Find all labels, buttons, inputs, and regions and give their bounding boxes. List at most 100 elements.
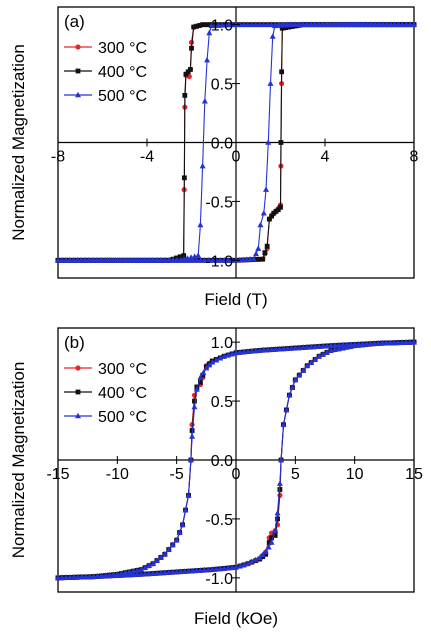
data-point <box>308 21 315 27</box>
data-point <box>81 257 88 263</box>
x-tick-label: -5 <box>170 466 184 483</box>
y-tick-label: -0.5 <box>205 194 233 211</box>
data-point <box>316 21 323 27</box>
data-point <box>194 23 200 29</box>
data-point <box>193 386 200 392</box>
data-point <box>292 376 299 383</box>
data-point <box>126 568 133 575</box>
panel-label: (b) <box>64 333 85 352</box>
data-point <box>197 221 204 228</box>
data-point <box>189 45 194 51</box>
data-point <box>110 572 117 578</box>
data-point <box>138 571 145 577</box>
data-point <box>187 456 194 463</box>
data-point <box>312 356 319 362</box>
data-point <box>122 571 129 578</box>
data-point <box>66 257 73 263</box>
data-point <box>233 349 239 356</box>
data-point <box>274 509 281 516</box>
data-point <box>324 21 331 27</box>
data-point <box>147 257 154 263</box>
data-point <box>363 21 370 27</box>
data-point <box>300 344 307 350</box>
data-point <box>130 567 137 574</box>
data-point <box>139 257 146 263</box>
data-point <box>399 339 406 345</box>
panel-a: -8 -4 0 4 8 -1.0 -0.5 0.0 0.5 1.0 (a) 300 °C 400 °C 5… <box>9 6 419 309</box>
data-point <box>143 257 150 263</box>
data-point <box>221 257 228 263</box>
data-point <box>256 347 263 353</box>
data-point <box>193 567 200 573</box>
data-point <box>182 506 189 513</box>
data-point <box>142 570 149 577</box>
data-point <box>181 568 188 574</box>
data-point <box>98 573 105 579</box>
x-axis-title: Field (T) <box>204 290 267 309</box>
data-point <box>165 546 172 552</box>
data-point <box>391 21 398 27</box>
x-tick-label: 4 <box>321 149 330 166</box>
data-point <box>260 21 267 27</box>
data-point <box>70 574 77 580</box>
data-point <box>118 572 125 578</box>
data-point <box>135 257 142 263</box>
x-tick-label: -8 <box>51 149 65 166</box>
data-point <box>185 257 192 263</box>
data-point <box>379 339 386 346</box>
data-point <box>296 344 303 351</box>
data-point <box>244 348 251 354</box>
data-point <box>225 351 232 358</box>
data-point <box>142 564 149 570</box>
data-point <box>138 566 145 572</box>
data-point <box>263 551 269 557</box>
data-point <box>323 342 330 349</box>
data-point <box>256 554 263 561</box>
data-point <box>201 98 208 104</box>
data-point <box>208 22 215 29</box>
data-point <box>292 344 299 351</box>
data-point <box>150 257 157 263</box>
data-point <box>268 539 275 545</box>
data-point <box>335 21 342 27</box>
data-point <box>248 558 255 565</box>
data-point <box>169 569 176 575</box>
y-tick-label: 0.5 <box>211 77 233 94</box>
legend-marker <box>75 68 81 74</box>
x-axis-title: Field (kOe) <box>194 609 278 628</box>
data-point <box>265 139 272 145</box>
data-point <box>269 213 274 219</box>
data-point <box>323 349 330 355</box>
data-point <box>244 560 251 567</box>
data-point <box>240 348 247 355</box>
data-point <box>395 21 402 27</box>
data-point <box>200 369 207 376</box>
legend-marker <box>75 91 81 98</box>
x-tick-label: -10 <box>106 466 129 483</box>
data-point <box>62 257 69 263</box>
y-tick-label: 0.5 <box>211 394 233 411</box>
data-point <box>74 574 81 580</box>
data-point <box>371 21 378 27</box>
data-point <box>375 340 382 346</box>
data-point <box>269 535 274 541</box>
data-point <box>177 254 183 260</box>
data-point <box>316 343 323 349</box>
data-point <box>55 574 61 581</box>
data-point <box>335 342 342 348</box>
data-point <box>101 257 108 263</box>
data-point <box>300 367 307 373</box>
x-tick-label: 5 <box>291 466 300 483</box>
data-point <box>161 551 168 557</box>
y-tick-label: 1.0 <box>211 18 233 35</box>
data-point <box>300 21 307 27</box>
series-3 <box>55 338 417 581</box>
data-point <box>276 345 283 352</box>
data-point <box>383 339 390 346</box>
data-point <box>112 257 119 263</box>
data-point <box>256 256 262 262</box>
data-point <box>320 21 327 27</box>
data-point <box>85 257 92 263</box>
data-point <box>240 21 247 27</box>
data-point <box>304 21 311 27</box>
